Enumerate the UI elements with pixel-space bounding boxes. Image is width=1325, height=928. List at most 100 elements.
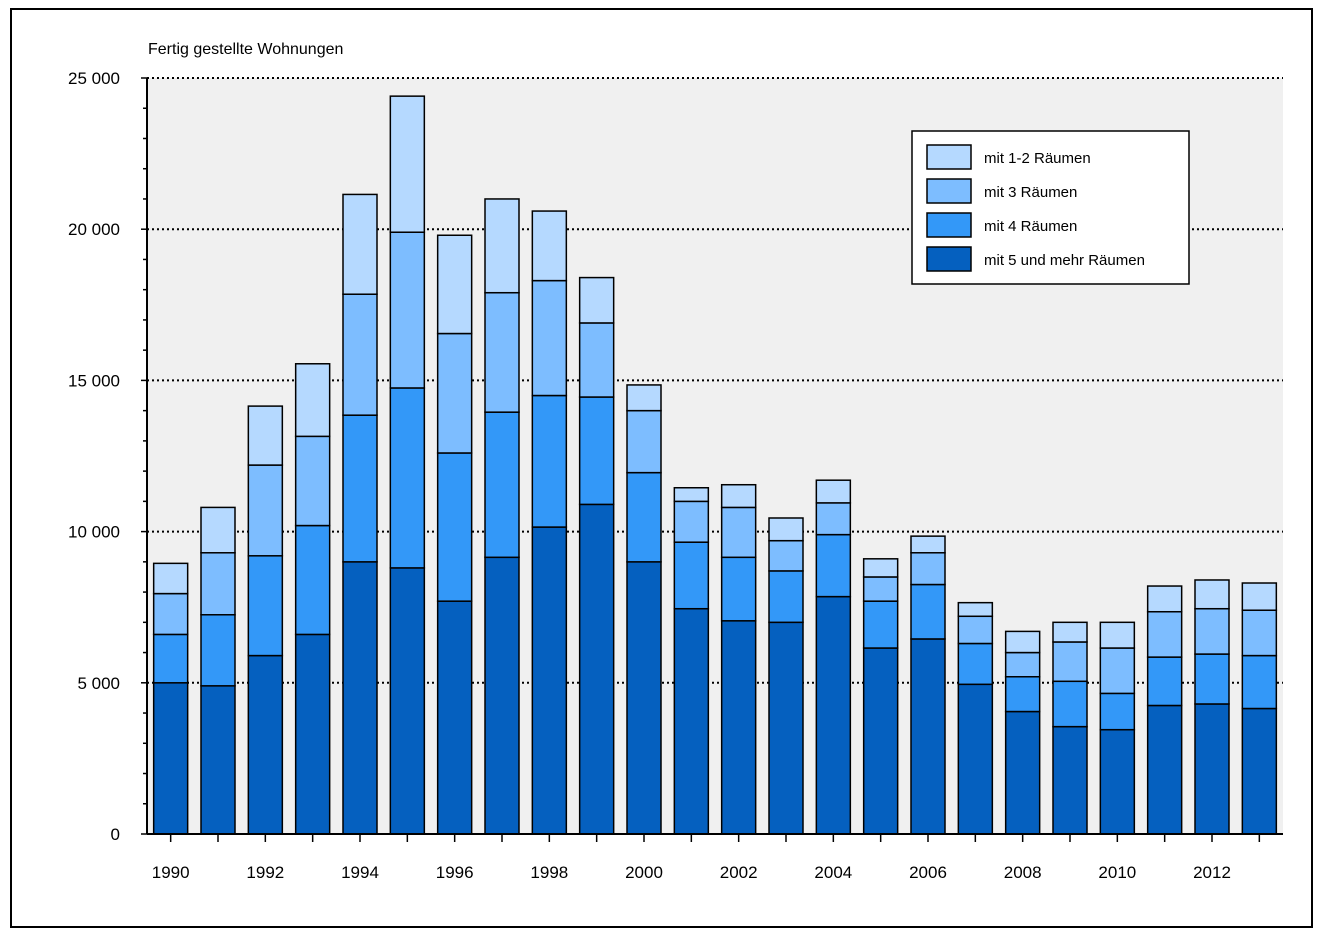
bar-segment <box>1004 676 1041 713</box>
x-tick-label: 2012 <box>1193 863 1231 882</box>
bar-segment <box>484 291 520 413</box>
x-tick-label: 1990 <box>152 863 190 882</box>
legend-swatch <box>926 178 972 204</box>
legend-label: mit 3 Räumen <box>984 184 1077 201</box>
bar-segment <box>910 583 946 640</box>
y-tick-label: 5 000 <box>77 674 120 693</box>
bar-segment <box>1146 704 1183 835</box>
bar-segment <box>1241 707 1278 835</box>
bar-segment <box>768 517 804 542</box>
bar-segment <box>957 642 994 686</box>
bar-segment <box>484 556 520 835</box>
bar-segment <box>768 621 804 835</box>
bar-segment <box>1146 656 1183 707</box>
bar-segment <box>389 231 426 389</box>
bar-segment <box>342 293 378 416</box>
legend: mit 1-2 Räumen mit 3 Räumen mit 4 Räumen mi… <box>911 130 1190 285</box>
legend-swatch <box>926 212 972 238</box>
bar-segment <box>1194 579 1230 610</box>
bar-segment <box>342 561 378 835</box>
bar-segment <box>910 535 946 554</box>
bar-segment <box>484 198 520 294</box>
bar-segment <box>247 654 284 835</box>
bar-segment <box>152 562 189 595</box>
bar-segment <box>862 576 899 602</box>
bar-segment <box>200 685 236 835</box>
bar-segment <box>815 595 852 835</box>
y-tick-label: 0 <box>111 825 120 844</box>
bar-segment <box>626 384 662 412</box>
bar-segment <box>389 567 426 835</box>
x-tick-label: 1998 <box>530 863 568 882</box>
bar-segment <box>578 503 615 835</box>
bar-segment <box>152 592 189 636</box>
bar-segment <box>531 394 568 528</box>
x-tick-label: 1992 <box>246 863 284 882</box>
bar-segment <box>815 479 852 504</box>
bar-segment <box>626 561 662 835</box>
x-tick-label: 2010 <box>1098 863 1136 882</box>
bar-segment <box>1004 630 1041 654</box>
bar-segment <box>389 95 426 233</box>
bar-segment <box>673 541 710 610</box>
y-tick-label: 25 000 <box>68 69 120 88</box>
y-tick-label: 10 000 <box>68 523 120 542</box>
bar-segment <box>1194 607 1230 655</box>
bar-segment <box>1052 725 1088 835</box>
bar-segment <box>1099 647 1136 695</box>
bar-segment <box>436 332 473 454</box>
bar-segment <box>1194 653 1230 705</box>
bar-segment <box>673 487 710 503</box>
bar-segment <box>957 683 994 835</box>
x-tick-label: 2002 <box>720 863 758 882</box>
bar-segment <box>768 570 804 624</box>
bar-segment <box>578 322 615 398</box>
bar-segment <box>342 193 378 295</box>
bar-segment <box>247 555 284 657</box>
legend-label: mit 4 Räumen <box>984 218 1077 235</box>
bar-segment <box>957 601 994 618</box>
bar-segment <box>1146 610 1183 658</box>
legend-swatch <box>926 246 972 272</box>
bar-segment <box>862 600 899 649</box>
bar-segment <box>342 414 378 563</box>
bar-segment <box>815 533 852 598</box>
bar-segment <box>578 276 615 324</box>
bar-segment <box>673 607 710 835</box>
bar-segment <box>436 600 473 835</box>
bar-segment <box>294 435 331 527</box>
bar-segment <box>1241 654 1278 710</box>
bar-segment <box>152 633 189 684</box>
bar-segment <box>910 638 946 835</box>
bar-segment <box>531 210 568 282</box>
bar-segment <box>862 558 899 578</box>
bar-segment <box>1099 692 1136 731</box>
x-tick-label: 1994 <box>341 863 379 882</box>
x-tick-label: 1996 <box>436 863 474 882</box>
bar-segment <box>152 682 189 835</box>
stacked-bar-chart: 0 5 000 10 000 15 000 20 000 25 000 1990 1992 19… <box>68 41 1283 882</box>
bar-segment <box>910 552 946 586</box>
bar-segment <box>626 471 662 563</box>
bar-segment <box>1052 641 1088 683</box>
bar-segment <box>720 620 757 835</box>
y-axis-label: Fertig gestellte Wohnungen <box>148 41 343 58</box>
bar-segment <box>1146 585 1183 613</box>
bar-segment <box>294 524 331 636</box>
bar-segment <box>815 502 852 536</box>
bar-segment <box>862 647 899 835</box>
legend-label: mit 5 und mehr Räumen <box>984 252 1145 269</box>
bar-segment <box>436 234 473 335</box>
bar-segment <box>1004 710 1041 835</box>
bar-segment <box>200 614 236 687</box>
bar-segment <box>957 615 994 645</box>
bar-segment <box>720 556 757 622</box>
bar-segment <box>200 506 236 554</box>
bar-segment <box>1241 609 1278 657</box>
bar-segment <box>436 452 473 602</box>
bar-segment <box>389 387 426 569</box>
axes: 0 5 000 10 000 15 000 20 000 25 000 1990 1992 19… <box>68 69 1283 882</box>
legend-label: mit 1-2 Räumen <box>984 150 1091 167</box>
bar-segment <box>247 464 284 557</box>
y-tick-label: 20 000 <box>68 220 120 239</box>
